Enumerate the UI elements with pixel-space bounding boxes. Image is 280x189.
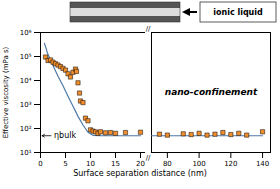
svg-text:nano-confinement: nano-confinement: [165, 87, 258, 97]
svg-text://: //: [146, 25, 151, 33]
svg-text:80: 80: [163, 160, 172, 168]
svg-text://: //: [146, 154, 151, 162]
svg-text:140: 140: [256, 160, 269, 168]
svg-text:10⁶: 10⁶: [20, 29, 32, 37]
svg-text:15: 15: [111, 160, 120, 168]
svg-text:0: 0: [38, 160, 42, 168]
svg-text:10¹: 10¹: [20, 149, 32, 157]
svg-text:10: 10: [86, 160, 95, 168]
svg-text:100: 100: [192, 160, 205, 168]
svg-text:10³: 10³: [20, 101, 32, 109]
svg-text:20: 20: [136, 160, 145, 168]
svg-text:10⁵: 10⁵: [20, 53, 32, 61]
svg-text:5: 5: [63, 160, 67, 168]
svg-text:Effective viscosity (mPa s): Effective viscosity (mPa s): [2, 46, 10, 138]
svg-text:10⁴: 10⁴: [20, 77, 32, 85]
svg-text:10²: 10²: [20, 125, 32, 133]
svg-text:120: 120: [224, 160, 237, 168]
svg-text:ηbulk: ηbulk: [54, 131, 76, 140]
svg-text:ionic liquid: ionic liquid: [213, 8, 263, 17]
html-text:Surface separation distance (n: Surface separation distance (nm): [73, 169, 207, 178]
